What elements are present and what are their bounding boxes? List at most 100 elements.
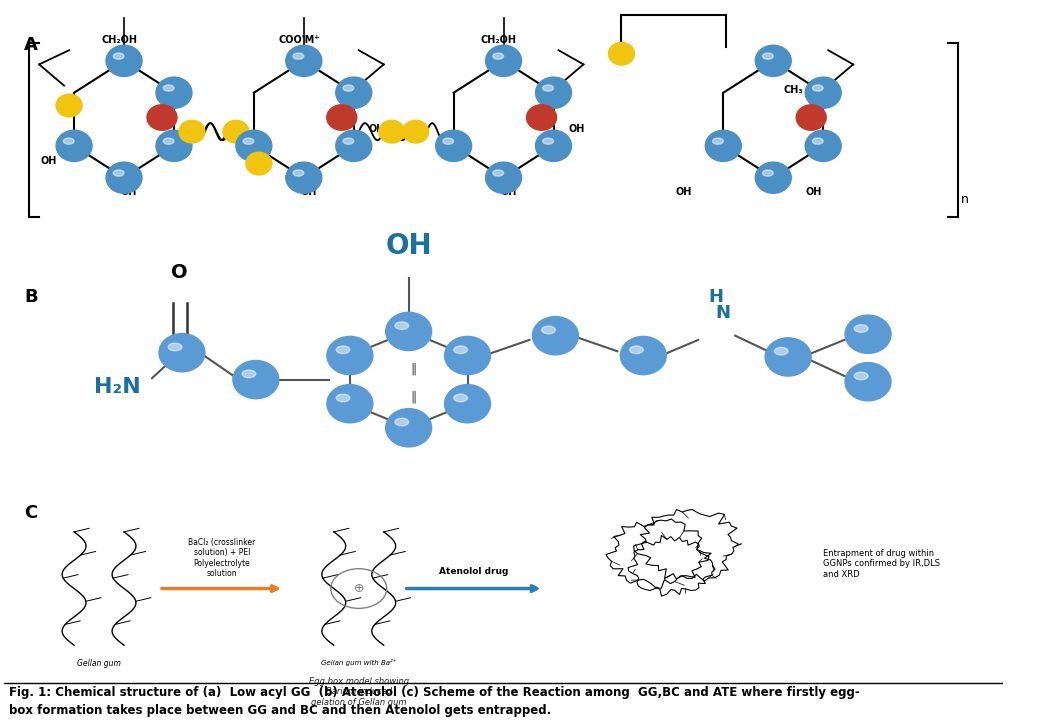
- Ellipse shape: [285, 162, 322, 193]
- Text: OH: OH: [301, 187, 317, 197]
- Text: Egg box model showing
Barium induced
gelation of Gellan gum: Egg box model showing Barium induced gel…: [308, 677, 409, 707]
- Ellipse shape: [542, 138, 554, 145]
- Ellipse shape: [845, 315, 891, 354]
- Text: BaCl₂ (crosslinker
solution) + PEI
Polyelectrolyte
solution: BaCl₂ (crosslinker solution) + PEI Polye…: [188, 538, 256, 578]
- Text: Gellan gum with Ba²⁺: Gellan gum with Ba²⁺: [321, 659, 397, 667]
- Ellipse shape: [327, 105, 357, 130]
- Ellipse shape: [608, 43, 635, 65]
- Ellipse shape: [542, 85, 554, 91]
- Ellipse shape: [629, 346, 643, 354]
- Ellipse shape: [763, 53, 773, 59]
- Ellipse shape: [394, 418, 409, 426]
- Text: H: H: [709, 288, 724, 306]
- Ellipse shape: [242, 370, 256, 377]
- Ellipse shape: [533, 317, 578, 355]
- Text: ⊕: ⊕: [354, 582, 364, 595]
- Text: Atenolol drug: Atenolol drug: [438, 567, 509, 576]
- Text: O: O: [171, 263, 188, 282]
- Text: Entrapment of drug within
GGNPs confirmed by IR,DLS
and XRD: Entrapment of drug within GGNPs confirme…: [823, 549, 940, 578]
- Text: Gellan gum: Gellan gum: [78, 659, 121, 668]
- Ellipse shape: [527, 105, 557, 130]
- Ellipse shape: [536, 77, 572, 108]
- Ellipse shape: [403, 120, 429, 143]
- Ellipse shape: [222, 120, 249, 143]
- Ellipse shape: [854, 372, 868, 380]
- Ellipse shape: [336, 130, 371, 161]
- Ellipse shape: [236, 130, 272, 161]
- Ellipse shape: [179, 120, 205, 143]
- Ellipse shape: [536, 130, 572, 161]
- Text: OH: OH: [805, 187, 821, 197]
- Ellipse shape: [164, 138, 174, 145]
- Ellipse shape: [493, 170, 504, 176]
- Ellipse shape: [493, 53, 504, 59]
- Ellipse shape: [245, 153, 272, 175]
- Ellipse shape: [56, 130, 92, 161]
- Ellipse shape: [812, 138, 823, 145]
- Ellipse shape: [164, 85, 174, 91]
- Ellipse shape: [386, 312, 432, 351]
- Ellipse shape: [336, 346, 350, 354]
- Ellipse shape: [755, 46, 791, 77]
- Ellipse shape: [712, 138, 724, 145]
- Ellipse shape: [156, 77, 192, 108]
- Ellipse shape: [796, 105, 827, 130]
- Ellipse shape: [106, 46, 142, 77]
- Text: B: B: [24, 288, 38, 306]
- Ellipse shape: [243, 138, 254, 145]
- Ellipse shape: [394, 322, 409, 330]
- Text: CH₃: CH₃: [784, 85, 802, 95]
- Text: A: A: [24, 36, 38, 54]
- Ellipse shape: [147, 105, 177, 130]
- Ellipse shape: [541, 326, 555, 334]
- Ellipse shape: [293, 53, 304, 59]
- Ellipse shape: [327, 385, 372, 423]
- Ellipse shape: [854, 325, 868, 333]
- Ellipse shape: [293, 170, 304, 176]
- Text: CH₂OH: CH₂OH: [480, 35, 516, 45]
- Ellipse shape: [168, 343, 181, 351]
- Ellipse shape: [755, 162, 791, 193]
- Ellipse shape: [486, 162, 521, 193]
- Ellipse shape: [620, 336, 666, 375]
- Ellipse shape: [285, 46, 322, 77]
- Ellipse shape: [327, 336, 372, 375]
- Ellipse shape: [106, 162, 142, 193]
- Ellipse shape: [705, 130, 742, 161]
- Ellipse shape: [343, 85, 354, 91]
- Ellipse shape: [486, 46, 521, 77]
- Ellipse shape: [56, 94, 82, 117]
- Ellipse shape: [765, 338, 811, 376]
- Ellipse shape: [233, 361, 279, 398]
- Ellipse shape: [445, 385, 491, 423]
- Text: n: n: [961, 193, 969, 206]
- Text: OH: OH: [41, 155, 58, 166]
- Ellipse shape: [63, 138, 74, 145]
- Ellipse shape: [845, 363, 891, 401]
- Text: C: C: [24, 503, 38, 521]
- Ellipse shape: [343, 138, 354, 145]
- Ellipse shape: [445, 336, 491, 375]
- Text: N: N: [715, 304, 731, 322]
- Ellipse shape: [435, 130, 472, 161]
- Ellipse shape: [113, 53, 124, 59]
- Text: H₂N: H₂N: [94, 377, 141, 397]
- Ellipse shape: [386, 408, 432, 447]
- Ellipse shape: [336, 77, 371, 108]
- Text: OH: OH: [385, 231, 432, 260]
- Text: OH: OH: [569, 124, 585, 134]
- Ellipse shape: [159, 333, 205, 372]
- Ellipse shape: [774, 347, 788, 355]
- Text: OH: OH: [500, 187, 517, 197]
- Text: OH: OH: [121, 187, 137, 197]
- Ellipse shape: [806, 77, 841, 108]
- Text: box formation takes place between GG and BC and then Atenolol gets entrapped.: box formation takes place between GG and…: [9, 704, 552, 717]
- Text: OH: OH: [369, 124, 385, 134]
- Ellipse shape: [113, 170, 124, 176]
- Ellipse shape: [454, 346, 468, 354]
- Ellipse shape: [763, 170, 773, 176]
- Text: OH: OH: [676, 187, 691, 197]
- Ellipse shape: [812, 85, 823, 91]
- Ellipse shape: [454, 394, 468, 402]
- Text: ‖: ‖: [410, 362, 416, 375]
